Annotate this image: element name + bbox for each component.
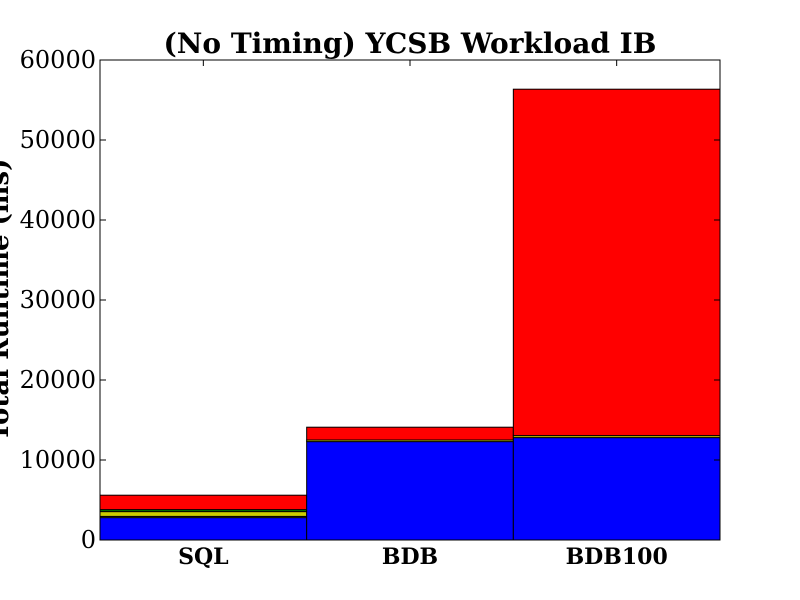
y-tick-label: 20000 — [20, 366, 96, 394]
bar-segment-bdb-0 — [306, 441, 514, 541]
chart-title: (No Timing) YCSB Workload IB — [164, 27, 657, 60]
bar-segment-bdb-5 — [306, 426, 514, 441]
x-tick-label-bdb: BDB — [382, 544, 438, 570]
y-tick-label: 40000 — [20, 206, 96, 234]
y-tick-label: 10000 — [20, 446, 96, 474]
y-tick-label: 60000 — [20, 46, 96, 74]
x-ticks-group: SQL BDB BDB100 — [178, 60, 668, 570]
y-tick-label: 30000 — [20, 286, 96, 314]
bar-segment-bdb100-5 — [512, 88, 721, 437]
bar-segment-sql-0 — [99, 517, 308, 541]
y-tick-label: 50000 — [20, 126, 96, 154]
x-tick-label-sql: SQL — [178, 544, 229, 570]
bar-segment-sql-2 — [99, 511, 308, 517]
bars-group — [99, 88, 721, 541]
y-axis-label: Total Runtime (ms) — [0, 159, 15, 442]
y-ticks-group: 0 10000 20000 30000 40000 50000 60000 — [20, 46, 720, 554]
bar-segment-sql-5 — [99, 494, 308, 511]
x-tick-label-bdb100: BDB100 — [566, 544, 668, 570]
plot-frame — [99, 59, 721, 541]
bar-segment-bdb100-0 — [512, 437, 721, 541]
y-tick-label: 0 — [81, 526, 96, 554]
